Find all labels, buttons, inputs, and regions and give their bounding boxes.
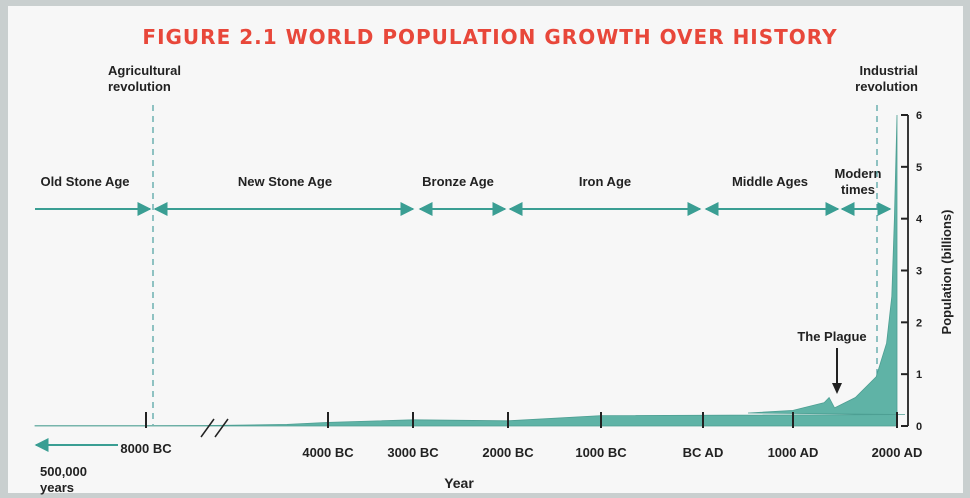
x-tick-label-1000bc: 1000 BC (575, 445, 627, 460)
y-tick-label-0: 0 (916, 421, 922, 433)
y-tick-label-1: 1 (916, 369, 922, 381)
x-tick-label-4000bc: 4000 BC (302, 445, 354, 460)
y-axis-ticks: 0 1 2 3 4 5 6 (901, 110, 923, 433)
x-tick-label-1000ad: 1000 AD (768, 445, 819, 460)
period-label-middle-ages: Middle Ages (732, 174, 808, 189)
plague-arrowhead (832, 383, 842, 394)
x-tick-label-2000bc: 2000 BC (482, 445, 534, 460)
x-tick-label-bc-ad: BC AD (683, 445, 724, 460)
axis-break-right (214, 418, 229, 438)
x-axis-label: Year (444, 475, 474, 491)
population-area (34, 114, 906, 427)
axis-break-left (200, 418, 215, 438)
period-label-old-stone-age: Old Stone Age (40, 174, 129, 189)
period-label-bronze-age: Bronze Age (422, 174, 494, 189)
x-tick-label-3000bc: 3000 BC (387, 445, 439, 460)
y-tick-label-2: 2 (916, 317, 922, 329)
annotation-agricultural-revolution: Agricultural revolution (108, 63, 181, 94)
y-tick-label-3: 3 (916, 266, 922, 278)
x-tick-label-8000bc: 8000 BC (120, 441, 172, 456)
period-label-new-stone-age: New Stone Age (238, 174, 332, 189)
chart-title: FIGURE 2.1 WORLD POPULATION GROWTH OVER … (142, 25, 837, 49)
annotation-the-plague: The Plague (797, 329, 866, 344)
x-axis-note-500000-years: 500,000 years (40, 464, 87, 495)
y-tick-label-6: 6 (916, 110, 922, 122)
annotation-industrial-revolution: Industrial revolution (855, 63, 918, 94)
period-label-iron-age: Iron Age (579, 174, 631, 189)
x-axis-ticks (145, 412, 898, 428)
period-label-modern-times: Modern times (835, 166, 882, 197)
x-tick-label-2000ad: 2000 AD (872, 445, 923, 460)
y-axis-label: Population (billions) (939, 210, 954, 335)
y-tick-label-4: 4 (916, 214, 923, 226)
y-tick-label-5: 5 (916, 162, 922, 174)
